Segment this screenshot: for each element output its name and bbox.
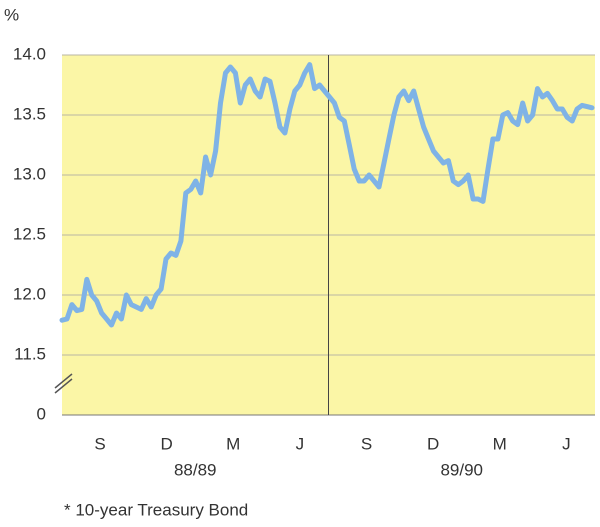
axis-break — [54, 373, 73, 389]
y-tick-label: 13.5 — [13, 104, 46, 123]
period-label: 89/90 — [440, 460, 483, 479]
y-tick-label: 0 — [37, 404, 46, 423]
month-label: S — [361, 434, 372, 453]
month-label: J — [562, 434, 571, 453]
month-label: J — [296, 434, 305, 453]
month-label: S — [94, 434, 105, 453]
y-tick-label: 14.0 — [13, 44, 46, 63]
y-tick-label: 13.0 — [13, 164, 46, 183]
y-tick-label: 12.5 — [13, 224, 46, 243]
footnote: * 10-year Treasury Bond — [64, 500, 248, 519]
y-unit: % — [4, 5, 19, 24]
y-tick-label: 12.0 — [13, 284, 46, 303]
month-label: M — [493, 434, 507, 453]
series-line — [59, 62, 595, 328]
axis-break — [54, 378, 73, 394]
period-label: 88/89 — [174, 460, 217, 479]
y-tick-label: 11.5 — [14, 344, 46, 363]
month-label: D — [427, 434, 439, 453]
month-label: M — [226, 434, 240, 453]
month-label: D — [160, 434, 172, 453]
